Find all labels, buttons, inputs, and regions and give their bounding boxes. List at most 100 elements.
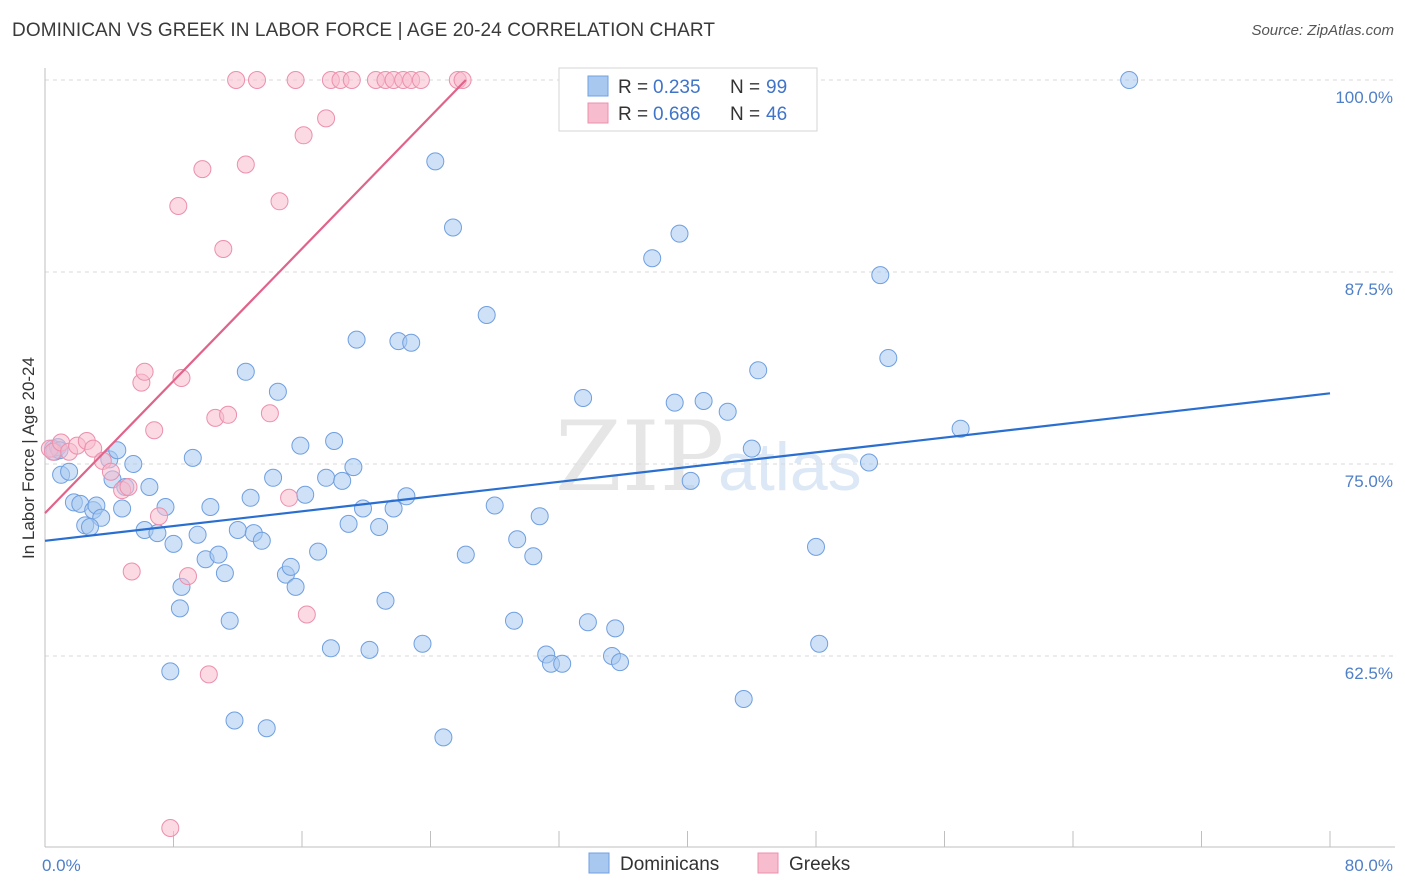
dominican-point-21 <box>164 534 183 553</box>
legend-swatch-dominicans <box>587 75 609 97</box>
greek-point-30 <box>280 488 299 507</box>
y-tick-label-2: 75.0% <box>1345 472 1393 491</box>
greek-point-20 <box>193 160 212 179</box>
dominican-point-84 <box>718 402 737 421</box>
dominican-point-77 <box>606 619 625 638</box>
dominican-point-30 <box>225 711 244 730</box>
dominican-point-26 <box>201 498 220 516</box>
dominican-point-90 <box>860 453 878 472</box>
dominican-point-36 <box>257 719 276 738</box>
dominican-point-41 <box>286 577 305 596</box>
bottom-legend-label-dominicans: Dominicans <box>620 854 719 875</box>
greek-point-19 <box>179 567 197 586</box>
dominican-point-46 <box>321 639 340 658</box>
watermark-zip: ZIP <box>555 401 724 513</box>
dominican-point-64 <box>456 545 475 564</box>
legend-n-value-1: 99 <box>766 77 787 98</box>
greek-point-14 <box>145 421 164 440</box>
dominican-point-94 <box>1120 71 1139 89</box>
legend-swatch-greeks <box>587 102 609 124</box>
legend-n-label-2: N = <box>730 104 760 125</box>
dominican-point-48 <box>333 471 352 490</box>
dominican-point-87 <box>749 361 768 380</box>
dominican-point-40 <box>281 557 300 576</box>
watermark-atlas: atlas <box>718 429 862 505</box>
greek-point-34 <box>317 109 336 128</box>
axes <box>44 68 1395 848</box>
dominican-point-37 <box>264 468 283 487</box>
greek-point-43 <box>411 71 430 89</box>
greek-point-15 <box>150 507 168 526</box>
dominican-point-73 <box>553 654 572 673</box>
dominican-point-31 <box>228 521 247 539</box>
greek-point-8 <box>101 462 120 481</box>
dominican-point-65 <box>477 306 496 324</box>
chart-title: DOMINICAN VS GREEK IN LABOR FORCE | AGE … <box>12 20 716 41</box>
dominican-point-97 <box>161 662 180 681</box>
trend-lines <box>44 79 1331 542</box>
source-label: Source: ZipAtlas.com <box>1251 22 1394 39</box>
dominican-point-70 <box>530 507 549 526</box>
greek-point-27 <box>248 71 266 89</box>
greek-point-33 <box>297 605 316 624</box>
dominican-point-14 <box>113 499 132 518</box>
dominican-point-69 <box>524 547 543 566</box>
dominican-point-27 <box>209 545 228 564</box>
bottom-legend-swatch-dominicans <box>588 852 610 874</box>
dominican-point-98 <box>170 599 189 618</box>
dominican-point-61 <box>426 152 445 171</box>
dominican-point-66 <box>485 496 504 515</box>
greek-point-37 <box>342 71 361 89</box>
greeks-points <box>40 71 472 837</box>
greek-point-24 <box>219 405 238 424</box>
greek-point-45 <box>453 71 472 89</box>
dominican-point-75 <box>578 613 597 632</box>
greek-point-31 <box>286 71 305 89</box>
dominican-point-91 <box>871 266 890 285</box>
greek-point-28 <box>260 404 279 423</box>
legend-n-label-1: N = <box>730 77 760 98</box>
greek-point-25 <box>227 71 246 89</box>
dominican-point-38 <box>268 382 287 401</box>
dominican-point-93 <box>951 419 970 438</box>
dominican-point-54 <box>370 518 389 536</box>
dominican-point-33 <box>241 488 260 507</box>
y-tick-label-1: 87.5% <box>1345 280 1393 299</box>
dominican-point-45 <box>317 468 336 487</box>
y-tick-label-3: 62.5% <box>1345 664 1393 683</box>
dominican-point-35 <box>252 531 271 550</box>
legend-r-value-1: 0.235 <box>653 77 701 98</box>
greek-point-6 <box>84 439 103 458</box>
greek-point-16 <box>161 819 180 837</box>
x-tick-label-0: 0.0% <box>42 856 81 875</box>
legend-r-label-2: R = <box>618 104 648 125</box>
greek-point-21 <box>199 665 218 684</box>
greek-point-18 <box>172 369 191 387</box>
dominican-point-67 <box>505 611 523 630</box>
dominican-point-53 <box>360 640 379 659</box>
x-tick-labels: 0.0% 80.0% <box>42 856 1393 875</box>
dominican-point-88 <box>807 537 825 556</box>
legend-r-value-2: 0.686 <box>653 104 701 125</box>
dominican-point-60 <box>413 634 432 653</box>
dominican-point-23 <box>183 448 202 467</box>
greek-point-26 <box>236 155 255 174</box>
dominican-point-96 <box>81 518 99 536</box>
legend-n-value-2: 46 <box>766 104 787 125</box>
dominican-point-47 <box>325 432 344 450</box>
dominican-point-81 <box>670 224 689 243</box>
dominican-point-29 <box>220 611 239 630</box>
dominican-point-18 <box>140 478 159 496</box>
y-tick-labels: 100.0% 87.5% 75.0% 62.5% <box>1335 88 1393 683</box>
dominicans-trend-line <box>44 392 1331 542</box>
dominican-point-86 <box>742 439 761 458</box>
dominican-point-92 <box>879 349 898 367</box>
dominican-point-4 <box>60 462 79 481</box>
dominican-point-51 <box>347 330 366 349</box>
dominican-point-85 <box>734 690 753 708</box>
dominican-point-42 <box>291 436 310 455</box>
greek-point-13 <box>135 362 154 381</box>
dominican-point-89 <box>810 634 829 653</box>
dominican-point-32 <box>236 362 255 381</box>
